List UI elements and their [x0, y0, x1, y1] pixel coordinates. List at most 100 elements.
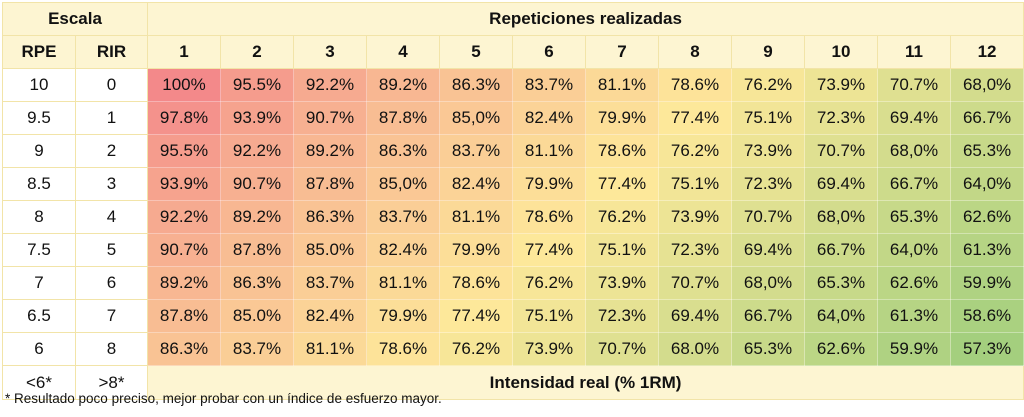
- rep-column-header: 11: [877, 35, 952, 69]
- intensity-cell: 62.6%: [877, 266, 952, 300]
- intensity-cell: 78.6%: [658, 68, 733, 102]
- table-body: 10 0 100% 95.5% 92.2% 89.2% 86.3% 83.7% 81.1% 78.…: [2, 68, 1024, 366]
- footnote: * Resultado poco preciso, mejor probar c…: [5, 391, 442, 406]
- intensity-cell: 76.2%: [585, 200, 660, 234]
- rpe-cell: 6.5: [2, 299, 76, 333]
- intensity-cell: 76.2%: [731, 68, 806, 102]
- intensity-cell: 78.6%: [512, 200, 587, 234]
- rpe-intensity-table: Escala Repeticiones realizadas RPE RIR 1…: [1, 2, 1024, 400]
- rpe-cell: 10: [2, 68, 76, 102]
- intensity-cell: 90.7%: [147, 233, 222, 267]
- intensity-cell: 64,0%: [804, 299, 879, 333]
- intensity-cell: 65.3%: [877, 200, 952, 234]
- intensity-cell: 61.3%: [877, 299, 952, 333]
- table-row: 6.5 7 87.8% 85.0% 82.4% 79.9% 77.4% 75.1% 72.3% 6…: [2, 299, 1024, 333]
- rep-column-header: 1: [147, 35, 222, 69]
- intensity-cell: 93.9%: [147, 167, 222, 201]
- intensity-cell: 62.6%: [804, 332, 879, 366]
- intensity-cell: 57.3%: [950, 332, 1024, 366]
- intensity-cell: 68.0%: [658, 332, 733, 366]
- table-row: 7 6 89.2% 86.3% 83.7% 81.1% 78.6% 76.2% 73.9% 70.…: [2, 266, 1024, 300]
- rir-cell: 1: [74, 101, 149, 135]
- intensity-cell: 61.3%: [950, 233, 1024, 267]
- intensity-cell: 87.8%: [293, 167, 368, 201]
- intensity-cell: 76.2%: [439, 332, 514, 366]
- intensity-cell: 100%: [147, 68, 222, 102]
- intensity-cell: 85,0%: [366, 167, 441, 201]
- intensity-cell: 86.3%: [220, 266, 295, 300]
- intensity-cell: 70.7%: [658, 266, 733, 300]
- intensity-cell: 86.3%: [293, 200, 368, 234]
- rir-cell: 0: [74, 68, 149, 102]
- intensity-cell: 90.7%: [220, 167, 295, 201]
- intensity-cell: 59.9%: [950, 266, 1024, 300]
- intensity-cell: 95.5%: [147, 134, 222, 168]
- intensity-cell: 81.1%: [293, 332, 368, 366]
- intensity-cell: 65.3%: [804, 266, 879, 300]
- intensity-cell: 87.8%: [366, 101, 441, 135]
- intensity-cell: 66.7%: [877, 167, 952, 201]
- rep-column-header: 8: [658, 35, 733, 69]
- intensity-cell: 78.6%: [439, 266, 514, 300]
- intensity-cell: 72.3%: [658, 233, 733, 267]
- intensity-cell: 83.7%: [293, 266, 368, 300]
- footer-rir-cell: >8*: [74, 365, 149, 400]
- rir-cell: 5: [74, 233, 149, 267]
- rpe-cell: 9.5: [2, 101, 76, 135]
- intensity-cell: 86.3%: [147, 332, 222, 366]
- intensity-cell: 62.6%: [950, 200, 1024, 234]
- intensity-cell: 78.6%: [366, 332, 441, 366]
- rpe-column-header: RPE: [2, 35, 76, 69]
- table-row: 10 0 100% 95.5% 92.2% 89.2% 86.3% 83.7% 81.1% 78.…: [2, 68, 1024, 102]
- intensity-cell: 65.3%: [950, 134, 1024, 168]
- intensity-cell: 89.2%: [293, 134, 368, 168]
- intensity-cell: 69.4%: [877, 101, 952, 135]
- scale-header: Escala: [1, 2, 149, 36]
- rep-column-header: 10: [804, 35, 879, 69]
- rir-cell: 6: [74, 266, 149, 300]
- intensity-cell: 92.2%: [147, 200, 222, 234]
- intensity-cell: 77.4%: [658, 101, 733, 135]
- rep-column-header: 5: [439, 35, 514, 69]
- intensity-label: Intensidad real (% 1RM): [147, 365, 1024, 400]
- intensity-cell: 95.5%: [220, 68, 295, 102]
- intensity-cell: 93.9%: [220, 101, 295, 135]
- rir-cell: 7: [74, 299, 149, 333]
- intensity-cell: 83.7%: [512, 68, 587, 102]
- intensity-cell: 86.3%: [439, 68, 514, 102]
- intensity-cell: 66.7%: [731, 299, 806, 333]
- intensity-cell: 76.2%: [658, 134, 733, 168]
- intensity-cell: 89.2%: [220, 200, 295, 234]
- rep-column-header: 2: [220, 35, 295, 69]
- intensity-cell: 83.7%: [366, 200, 441, 234]
- intensity-cell: 85,0%: [439, 101, 514, 135]
- rep-column-header: 4: [366, 35, 441, 69]
- intensity-cell: 68,0%: [877, 134, 952, 168]
- intensity-cell: 76.2%: [512, 266, 587, 300]
- footer-rpe-cell: <6*: [2, 365, 76, 400]
- rpe-cell: 7: [2, 266, 76, 300]
- intensity-cell: 73.9%: [585, 266, 660, 300]
- rep-column-header: 12: [950, 35, 1024, 69]
- table-row: 9 2 95.5% 92.2% 89.2% 86.3% 83.7% 81.1% 78.6% 76.…: [2, 134, 1024, 168]
- reps-header: Repeticiones realizadas: [147, 2, 1024, 36]
- intensity-cell: 85.0%: [220, 299, 295, 333]
- intensity-cell: 64,0%: [950, 167, 1024, 201]
- intensity-cell: 82.4%: [366, 233, 441, 267]
- intensity-cell: 68,0%: [804, 200, 879, 234]
- intensity-cell: 66.7%: [950, 101, 1024, 135]
- rpe-cell: 8.5: [2, 167, 76, 201]
- intensity-cell: 89.2%: [147, 266, 222, 300]
- intensity-cell: 86.3%: [366, 134, 441, 168]
- intensity-cell: 81.1%: [585, 68, 660, 102]
- intensity-cell: 92.2%: [220, 134, 295, 168]
- rir-cell: 4: [74, 200, 149, 234]
- intensity-cell: 81.1%: [366, 266, 441, 300]
- intensity-cell: 68,0%: [731, 266, 806, 300]
- intensity-cell: 83.7%: [439, 134, 514, 168]
- rir-cell: 3: [74, 167, 149, 201]
- intensity-cell: 72.3%: [804, 101, 879, 135]
- rep-column-header: 7: [585, 35, 660, 69]
- rir-cell: 8: [74, 332, 149, 366]
- intensity-cell: 73.9%: [804, 68, 879, 102]
